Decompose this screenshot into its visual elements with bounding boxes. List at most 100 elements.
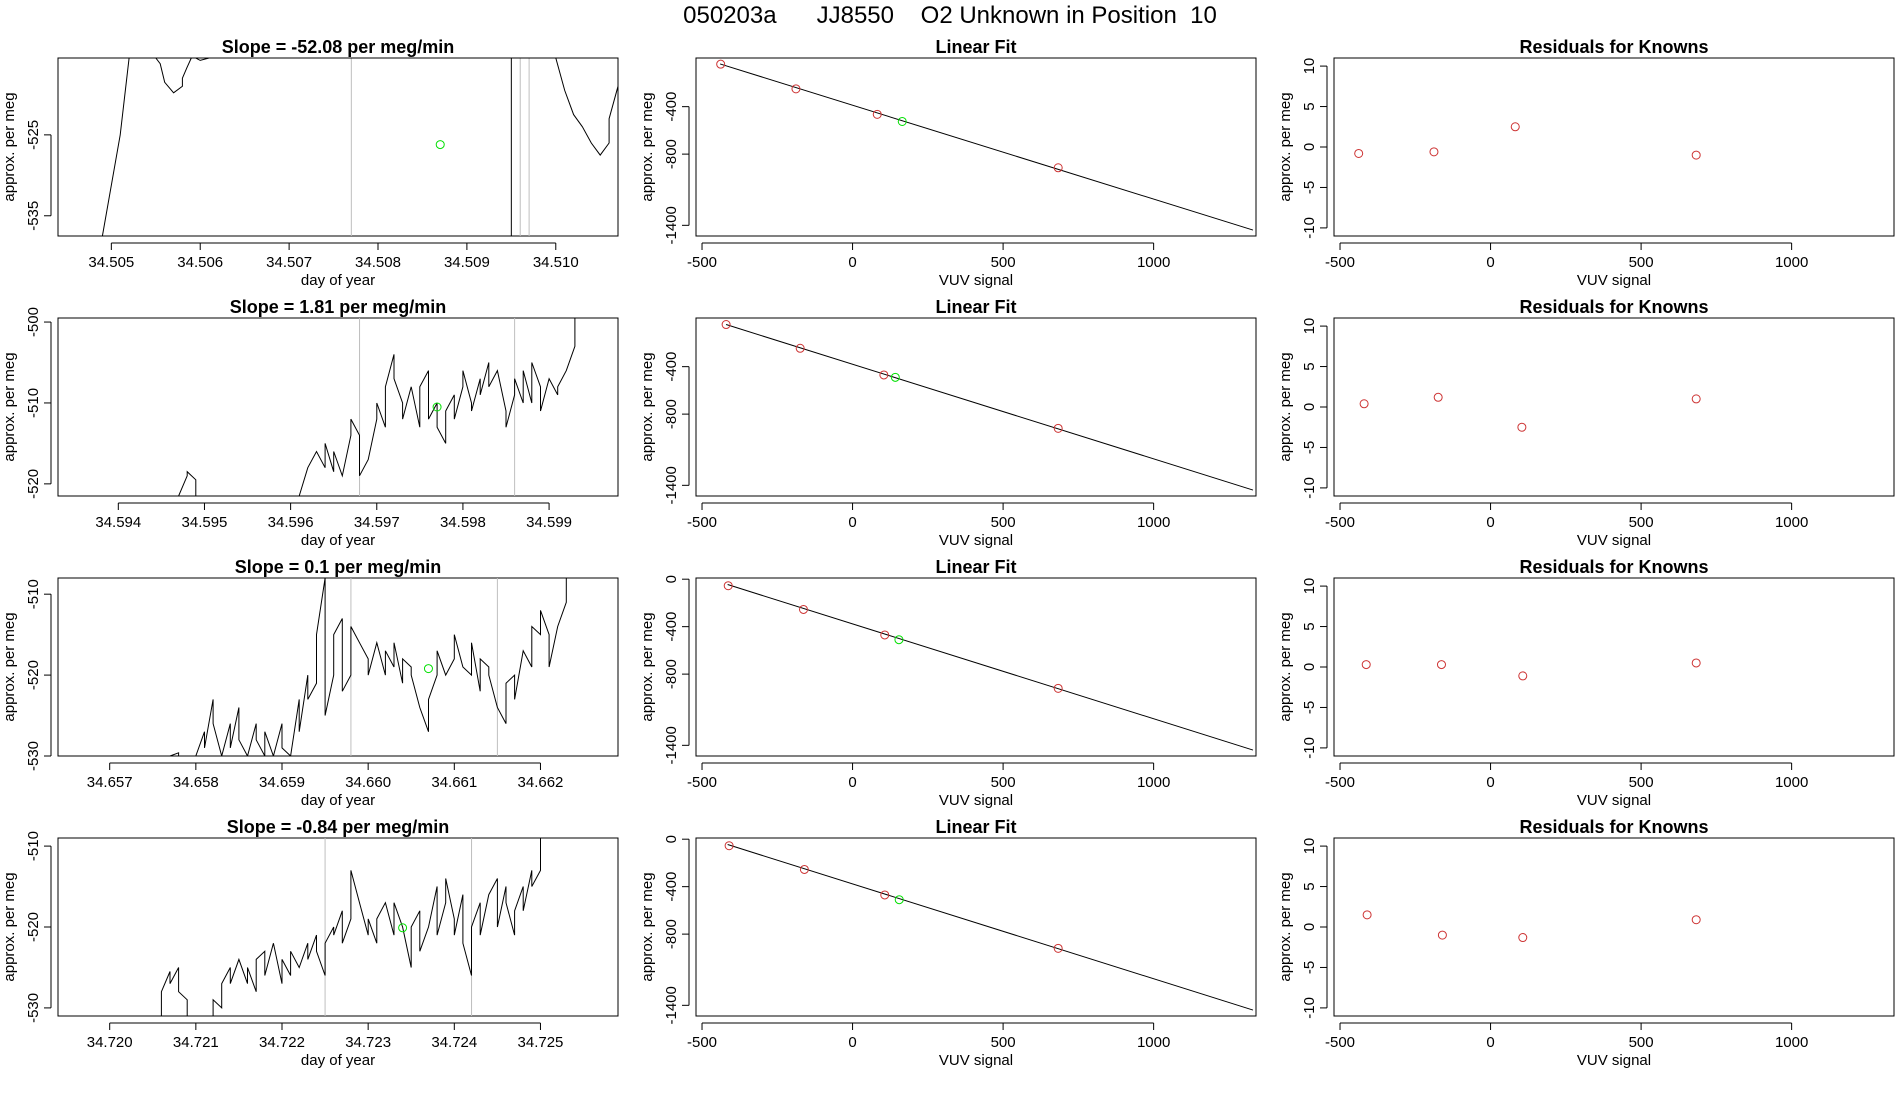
- fit-line: [727, 584, 1254, 751]
- y-tick-label: -800: [663, 659, 680, 689]
- x-tick-label: -500: [687, 254, 717, 271]
- plot-frame: [695, 57, 1257, 237]
- x-tick-label: 1000: [1775, 254, 1808, 271]
- y-tick-label: 5: [1301, 622, 1318, 630]
- residual-point: [1359, 399, 1369, 409]
- x-tick-label: 1000: [1137, 1034, 1170, 1051]
- unknown-point: [398, 923, 408, 933]
- x-tick-label: 34.505: [88, 254, 134, 271]
- unknown-point: [894, 635, 904, 645]
- plot-area: [724, 841, 1254, 1011]
- known-point: [880, 890, 890, 900]
- x-tick-label: 500: [991, 254, 1016, 271]
- y-axis-label: approx. per meg: [1, 872, 18, 981]
- panel-title: Slope = -0.84 per meg/min: [227, 817, 450, 837]
- x-axis-label: VUV signal: [939, 272, 1013, 289]
- page-title: 050203a JJ8550 O2 Unknown in Position 10: [683, 2, 1217, 29]
- y-tick-label: 10: [1301, 58, 1318, 75]
- known-point: [1053, 943, 1063, 953]
- plot-area: [1361, 658, 1701, 681]
- x-tick-label: 500: [1629, 1034, 1654, 1051]
- y-tick-label: 10: [1301, 838, 1318, 855]
- known-point: [798, 604, 808, 614]
- plot-frame: [1333, 317, 1895, 497]
- y-axis-label: approx. per meg: [639, 872, 656, 981]
- y-tick-label: 10: [1301, 318, 1318, 335]
- x-axis-label: day of year: [301, 272, 375, 289]
- x-tick-label: 34.599: [526, 514, 572, 531]
- chart-panel-1-residual_panels: Residuals for Knowns -500 0 500 1000 VUV sign…: [1277, 37, 1895, 289]
- panel-title: Residuals for Knowns: [1519, 557, 1708, 577]
- chart-panel-1-chart_data: Slope = -52.08 per meg/min 34.505 34.506 34…: [1, 37, 619, 289]
- plot-area: [721, 320, 1254, 491]
- x-tick-label: 34.658: [173, 774, 219, 791]
- y-tick-label: -400: [663, 92, 680, 122]
- y-tick-label: -1400: [663, 986, 680, 1024]
- y-tick-label: -1400: [663, 726, 680, 764]
- x-tick-label: 34.722: [259, 1034, 305, 1051]
- x-tick-label: -500: [687, 1034, 717, 1051]
- known-point: [872, 109, 882, 119]
- panel-title: Slope = -52.08 per meg/min: [222, 37, 455, 57]
- y-tick-label: -500: [25, 307, 42, 337]
- x-tick-label: 34.724: [431, 1034, 477, 1051]
- unknown-point: [894, 895, 904, 905]
- x-tick-label: -500: [1325, 774, 1355, 791]
- residual-point: [1518, 671, 1528, 681]
- y-axis-label: approx. per meg: [1277, 352, 1294, 461]
- x-tick-label: 1000: [1137, 774, 1170, 791]
- unknown-point: [432, 402, 442, 412]
- plot-area: [1359, 392, 1701, 432]
- residual-point: [1436, 660, 1446, 670]
- x-tick-label: 0: [848, 254, 856, 271]
- x-tick-label: 34.661: [431, 774, 477, 791]
- x-tick-label: 34.662: [518, 774, 564, 791]
- x-tick-label: 0: [1486, 774, 1494, 791]
- chart-panel-1-fit_panels: Linear Fit -500 0 500 1000 VUV signal -1400 -80…: [639, 37, 1257, 289]
- known-point: [880, 630, 890, 640]
- plot-area: [1354, 122, 1701, 160]
- data-series-line: [101, 58, 618, 236]
- known-point: [724, 841, 734, 851]
- data-series-line: [169, 578, 567, 756]
- y-tick-label: -1400: [663, 466, 680, 504]
- x-tick-label: 34.660: [345, 774, 391, 791]
- x-axis-label: VUV signal: [939, 1052, 1013, 1069]
- plot-area: [169, 578, 567, 756]
- y-tick-label: -520: [25, 660, 42, 690]
- panel-title: Residuals for Knowns: [1519, 817, 1708, 837]
- residual-point: [1691, 915, 1701, 925]
- chart-panel-4-chart_data: Slope = -0.84 per meg/min 34.720 34.721 34.…: [1, 817, 619, 1069]
- x-axis-label: VUV signal: [1577, 1052, 1651, 1069]
- unknown-point: [890, 372, 900, 382]
- x-tick-label: 34.596: [268, 514, 314, 531]
- chart-panel-2-fit_panels: Linear Fit -500 0 500 1000 VUV signal -1400 -80…: [639, 297, 1257, 549]
- y-tick-label: 0: [1301, 403, 1318, 411]
- y-tick-label: -510: [25, 831, 42, 861]
- chart-panel-3-chart_data: Slope = 0.1 per meg/min 34.657 34.658 34.65…: [1, 557, 619, 809]
- plot-frame: [695, 837, 1257, 1017]
- y-axis-label: approx. per meg: [1, 612, 18, 721]
- y-tick-label: -530: [25, 993, 42, 1023]
- x-axis-label: VUV signal: [1577, 792, 1651, 809]
- unknown-point: [435, 140, 445, 150]
- y-tick-label: -10: [1301, 217, 1318, 239]
- known-point: [1053, 163, 1063, 173]
- residual-point: [1510, 122, 1520, 132]
- plot-area: [160, 838, 541, 1016]
- y-tick-label: 5: [1301, 362, 1318, 370]
- x-tick-label: -500: [1325, 514, 1355, 531]
- known-point: [879, 370, 889, 380]
- x-axis-label: VUV signal: [939, 532, 1013, 549]
- plot-area: [716, 59, 1254, 231]
- x-tick-label: 1000: [1775, 1034, 1808, 1051]
- panel-title: Linear Fit: [935, 37, 1016, 57]
- known-point: [1053, 683, 1063, 693]
- y-tick-label: -800: [663, 399, 680, 429]
- panel-title: Residuals for Knowns: [1519, 297, 1708, 317]
- known-point: [716, 59, 726, 69]
- x-tick-label: -500: [687, 514, 717, 531]
- x-tick-label: 1000: [1775, 514, 1808, 531]
- y-tick-label: 0: [1301, 143, 1318, 151]
